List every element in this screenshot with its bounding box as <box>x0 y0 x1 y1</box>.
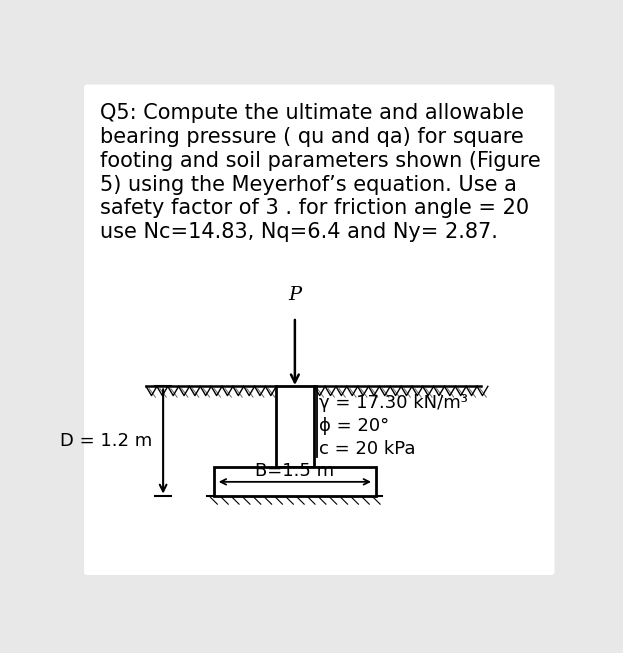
Text: B=1.5 m: B=1.5 m <box>255 462 335 481</box>
Text: 5) using the Meyerhof’s equation. Use a: 5) using the Meyerhof’s equation. Use a <box>100 174 516 195</box>
Text: D = 1.2 m: D = 1.2 m <box>60 432 152 451</box>
Text: use Nc=14.83, Nq=6.4 and Ny= 2.87.: use Nc=14.83, Nq=6.4 and Ny= 2.87. <box>100 223 497 242</box>
Text: Q5: Compute the ultimate and allowable: Q5: Compute the ultimate and allowable <box>100 103 523 123</box>
Text: ϕ = 20°: ϕ = 20° <box>319 417 389 435</box>
Text: bearing pressure ( qu and qa) for square: bearing pressure ( qu and qa) for square <box>100 127 523 147</box>
Text: c = 20 kPa: c = 20 kPa <box>319 440 416 458</box>
FancyBboxPatch shape <box>84 84 554 575</box>
Bar <box>275 387 314 467</box>
Text: P: P <box>288 286 302 304</box>
Text: safety factor of 3 . for friction angle = 20: safety factor of 3 . for friction angle … <box>100 199 529 219</box>
Text: footing and soil parameters shown (Figure: footing and soil parameters shown (Figur… <box>100 151 540 170</box>
Bar <box>214 467 376 496</box>
Text: γ = 17.30 kN/m³: γ = 17.30 kN/m³ <box>319 394 468 412</box>
